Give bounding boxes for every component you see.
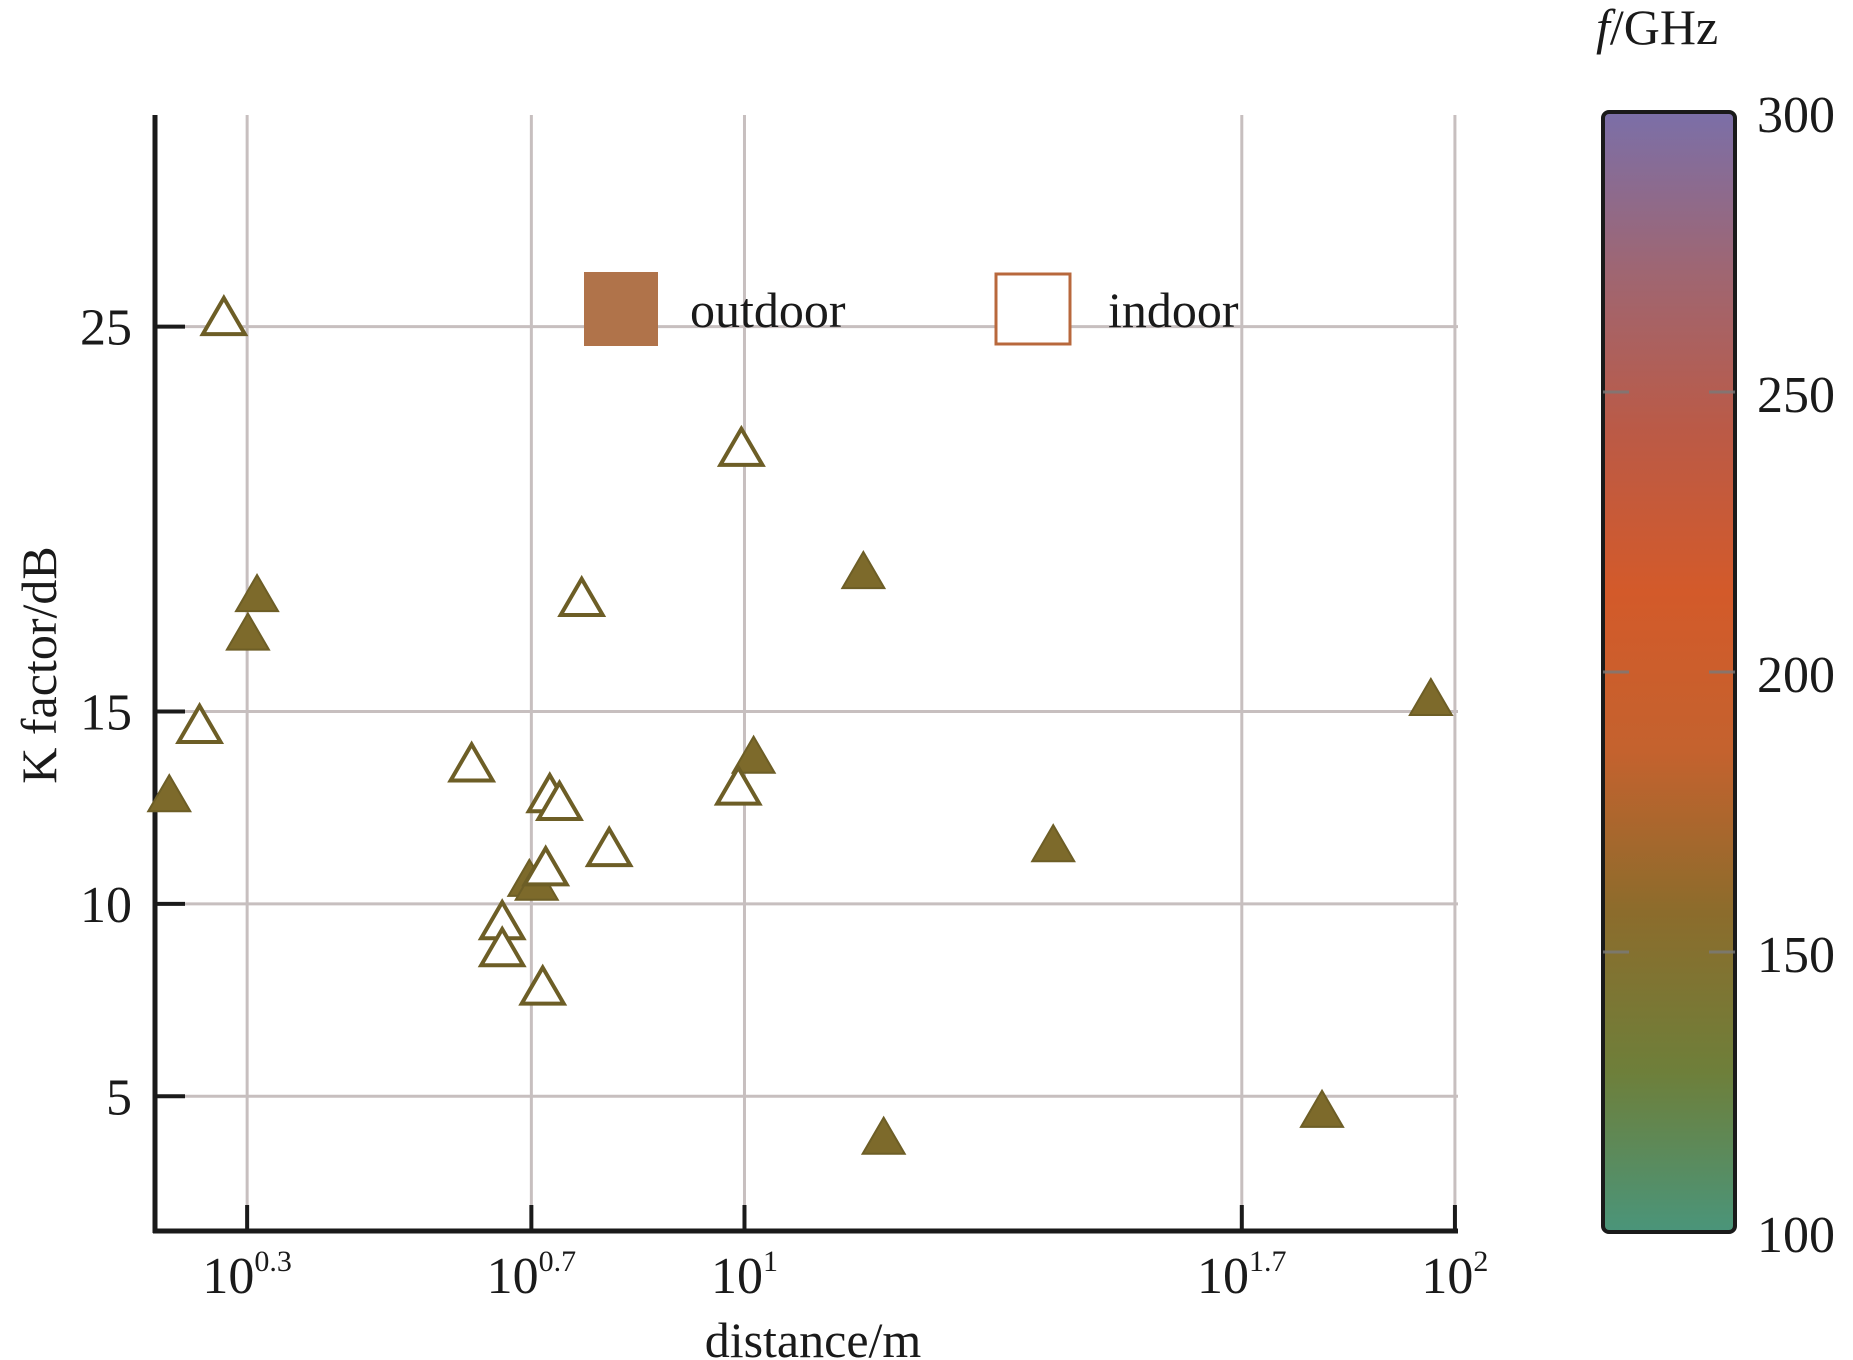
y-tick-label: 10 xyxy=(80,877,132,934)
colorbar-title-unit: /GHz xyxy=(1610,0,1718,55)
colorbar: f/GHz 100 150 200 250 300 xyxy=(1596,0,1835,1264)
data-point-outdoor xyxy=(225,611,271,651)
data-point-indoor xyxy=(477,925,527,968)
x-tick-base: 10 xyxy=(202,1248,254,1305)
y-axis-label: K factor/dB xyxy=(11,546,67,783)
x-tick-base: 10 xyxy=(711,1248,763,1305)
data-point-indoor xyxy=(584,825,634,868)
data-point-indoor xyxy=(518,963,568,1006)
x-tick-base: 10 xyxy=(1197,1248,1249,1305)
data-points xyxy=(146,293,1454,1155)
data-point-indoor xyxy=(713,763,763,806)
grid xyxy=(155,115,1458,1231)
x-tick-exponent: 1.7 xyxy=(1249,1245,1287,1278)
x-tick-label: 100.7 xyxy=(487,1245,577,1305)
data-point-outdoor xyxy=(1299,1088,1345,1128)
data-point-outdoor xyxy=(1030,823,1076,863)
data-point-outdoor xyxy=(860,1115,907,1155)
x-tick-exponent: 2 xyxy=(1473,1245,1488,1278)
x-tick-base: 10 xyxy=(487,1248,539,1305)
data-point-outdoor xyxy=(1408,676,1454,717)
colorbar-tick-label: 100 xyxy=(1757,1207,1835,1264)
colorbar-tick-label: 200 xyxy=(1757,647,1835,704)
data-point-indoor xyxy=(557,574,607,618)
legend-label-outdoor: outdoor xyxy=(690,282,846,338)
x-tick-base: 10 xyxy=(1421,1248,1473,1305)
data-point-indoor xyxy=(199,293,249,337)
legend-swatch-indoor xyxy=(994,272,1072,346)
colorbar-ticks: 100 150 200 250 300 xyxy=(1603,87,1835,1264)
x-axis-label: distance/m xyxy=(705,1312,922,1360)
x-tick-exponent: 0.7 xyxy=(539,1245,577,1278)
data-point-indoor xyxy=(447,740,497,783)
x-tick-exponent: 0.3 xyxy=(254,1245,292,1278)
colorbar-tick-label: 300 xyxy=(1757,87,1835,144)
axis-titles: distance/m K factor/dB xyxy=(11,546,921,1360)
x-tick-label: 101.7 xyxy=(1197,1245,1287,1305)
y-tick-label: 5 xyxy=(106,1069,132,1126)
data-point-indoor xyxy=(521,844,571,887)
y-tick-label: 25 xyxy=(80,300,132,357)
data-point-indoor xyxy=(534,778,584,821)
data-point-outdoor xyxy=(730,734,777,774)
data-point-indoor xyxy=(175,701,225,744)
legend: outdoor indoor xyxy=(584,272,1239,346)
colorbar-tick-label: 250 xyxy=(1757,367,1835,424)
data-point-outdoor xyxy=(146,773,192,813)
x-tick-label: 101 xyxy=(711,1245,778,1305)
data-point-outdoor xyxy=(840,549,887,590)
data-point-indoor xyxy=(716,424,766,467)
legend-swatch-outdoor xyxy=(584,272,658,346)
data-point-outdoor xyxy=(234,573,280,613)
y-tick-label: 15 xyxy=(80,684,132,741)
x-tick-label: 102 xyxy=(1421,1245,1488,1305)
x-tick-exponent: 1 xyxy=(763,1245,778,1278)
x-tick-label: 100.3 xyxy=(202,1245,292,1305)
legend-label-indoor: indoor xyxy=(1108,282,1239,338)
colorbar-title: f/GHz xyxy=(1596,0,1718,55)
colorbar-tick-label: 150 xyxy=(1757,927,1835,984)
axes xyxy=(152,115,1458,1234)
